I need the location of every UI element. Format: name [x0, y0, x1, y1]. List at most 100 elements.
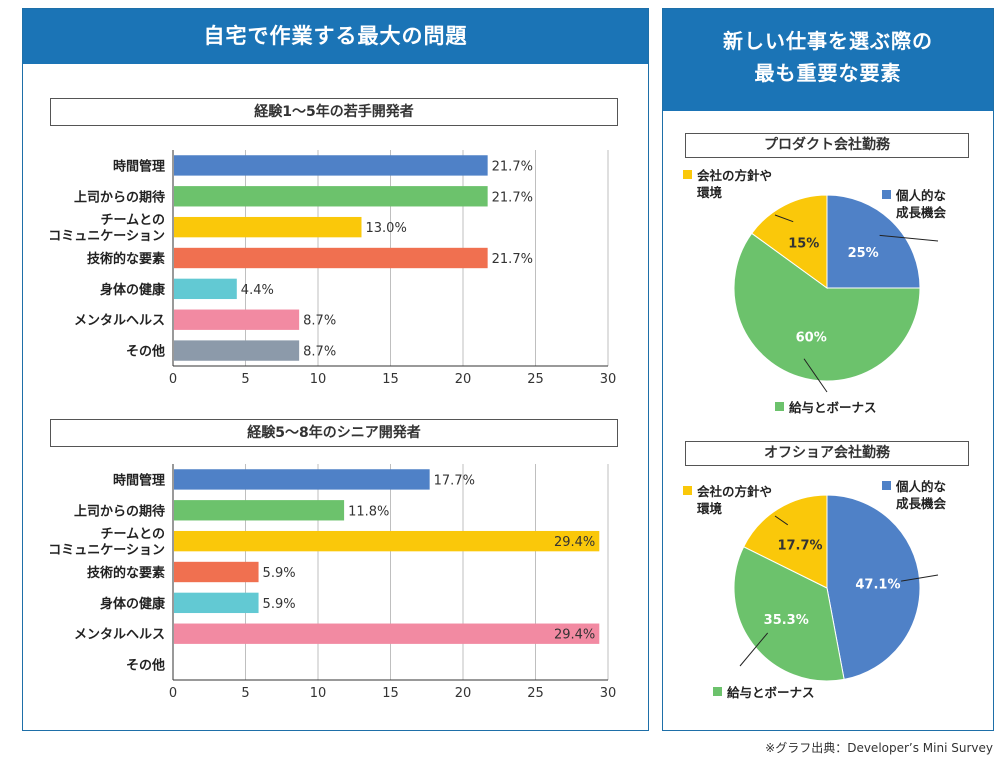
bar2-value-label: 29.4%	[554, 628, 595, 643]
bar1-value-label: 21.7%	[492, 190, 533, 205]
pie1-slice	[826, 194, 921, 289]
bar2-value-label: 17.7%	[434, 473, 475, 488]
bar2-category-label: 身体の健康	[100, 596, 166, 612]
bar1-bar	[174, 186, 488, 207]
pie1-legend-label: 会社の方針や	[697, 168, 772, 183]
bar1-value-label: 21.7%	[492, 159, 533, 174]
bar2-category-label: 技術的な要素	[87, 565, 165, 581]
pie1-slice-label: 60%	[796, 331, 827, 346]
pie1-legend-label: 個人的な	[895, 188, 946, 203]
bar-chart-senior: 0 5 10 15 20 25 30 17.7% 時間管理 11.8% 上司からの期待 29.4% チー…	[48, 464, 617, 701]
pie1-leader-line	[879, 234, 939, 242]
bar2-tick-label: 25	[527, 686, 544, 701]
pie2-slice-label: 17.7%	[777, 539, 822, 554]
bar2-bar	[174, 561, 259, 583]
pie1-legend-label: 環境	[697, 185, 723, 200]
bar2-category-label: チームとの	[101, 527, 165, 542]
bar2-value-label: 29.4%	[554, 535, 595, 550]
pie2-legend-swatch	[713, 687, 722, 696]
bar1-bar	[174, 155, 488, 176]
bar2-bar	[174, 592, 259, 614]
bar1-category-label: その他	[126, 344, 165, 360]
bar1-tick-label: 25	[527, 372, 544, 387]
bar1-category-label: チームとの	[101, 213, 165, 228]
left-panel: 自宅で作業する最大の問題	[22, 8, 649, 731]
bar2-category-label: その他	[126, 658, 165, 674]
pie2-slice	[742, 494, 828, 589]
pie1-slice	[733, 232, 921, 382]
bar1-category-label: 上司からの期待	[74, 189, 165, 205]
pie2-slice-label: 47.1%	[855, 577, 900, 592]
bar2-tick-label: 20	[455, 686, 472, 701]
pie1-legend-swatch	[775, 402, 784, 411]
pie2-leader-line	[739, 632, 769, 667]
pie2-title: オフショア会社勤務	[685, 441, 969, 466]
bar1-value-label: 4.4%	[241, 283, 274, 298]
bar-chart-junior: 0 5 10 15 20 25 30 21.7% 時間管理 21.7% 上司からの期待 13.0% チー…	[48, 150, 617, 387]
pie1-leader-line	[774, 214, 794, 223]
bar2-tick-label: 5	[241, 686, 249, 701]
bar2-bar	[174, 500, 345, 521]
bar2-tick-label: 10	[310, 686, 327, 701]
bar2-bar	[174, 469, 430, 490]
bar1-bar	[174, 247, 488, 269]
bar1-category-label: メンタルヘルス	[74, 314, 165, 329]
bar2-value-label: 5.9%	[263, 566, 296, 581]
right-panel-title: 新しい仕事を選ぶ際の 最も重要な要素	[663, 9, 993, 111]
bar1-value-label: 8.7%	[303, 345, 336, 360]
pie1-legend-swatch	[882, 190, 891, 199]
pie1-slice-label: 25%	[848, 246, 879, 261]
pie1-legend-swatch	[683, 170, 692, 179]
bar2-category-label: 時間管理	[113, 472, 165, 488]
chart1-title: 経験1～5年の若手開発者	[50, 98, 618, 126]
bar1-tick-label: 5	[241, 372, 249, 387]
pie2-leader-line	[900, 574, 939, 582]
pie2-legend-label: 会社の方針や	[697, 484, 772, 499]
bar2-bar	[174, 623, 600, 644]
bar1-category-label: コミュニケーション	[48, 229, 165, 244]
pie1-legend-label: 成長機会	[896, 205, 947, 220]
pie2-slice	[733, 546, 845, 682]
bar1-bar	[174, 216, 362, 238]
pie2-slice-label: 35.3%	[764, 613, 809, 628]
bar1-bar	[174, 340, 300, 361]
pie2-slice	[826, 494, 921, 680]
pie2-legend-swatch	[683, 486, 692, 495]
pie1-slice	[751, 194, 828, 289]
bar2-category-label: 上司からの期待	[74, 503, 165, 519]
pie1-slice-label: 15%	[788, 236, 819, 251]
bar2-value-label: 11.8%	[348, 504, 389, 519]
bar1-tick-label: 0	[169, 372, 177, 387]
left-panel-title: 自宅で作業する最大の問題	[23, 9, 648, 64]
bar1-category-label: 時間管理	[113, 158, 165, 174]
bar1-tick-label: 15	[382, 372, 399, 387]
pie1-title: プロダクト会社勤務	[685, 133, 969, 158]
bar1-value-label: 21.7%	[492, 252, 533, 267]
bar1-category-label: 身体の健康	[100, 282, 166, 298]
bar1-value-label: 8.7%	[303, 314, 336, 329]
bar1-tick-label: 20	[455, 372, 472, 387]
pie2-legend-label: 個人的な	[895, 479, 946, 494]
bar2-tick-label: 0	[169, 686, 177, 701]
bar1-tick-label: 30	[600, 372, 617, 387]
source-note: ※グラフ出典：Developer’s Mini Survey	[765, 741, 993, 755]
bar2-category-label: コミュニケーション	[48, 543, 165, 558]
bar2-tick-label: 30	[600, 686, 617, 701]
right-title-line1: 新しい仕事を選ぶ際の	[723, 29, 933, 53]
bar2-value-label: 5.9%	[263, 597, 296, 612]
bar2-bar	[174, 530, 600, 552]
right-title-line2: 最も重要な要素	[754, 61, 902, 85]
bar1-bar	[174, 278, 237, 300]
pie2-legend-label: 給与とボーナス	[727, 685, 815, 700]
pie1-legend-label: 給与とボーナス	[789, 400, 877, 415]
bar1-value-label: 13.0%	[366, 221, 407, 236]
bar1-tick-label: 10	[310, 372, 327, 387]
pie2-leader-line	[774, 515, 789, 526]
chart2-title: 経験5～8年のシニア開発者	[50, 419, 618, 447]
pie2-legend-swatch	[882, 481, 891, 490]
pie1-leader-line	[803, 358, 828, 393]
bar2-category-label: メンタルヘルス	[74, 628, 165, 643]
bar1-bar	[174, 309, 300, 330]
